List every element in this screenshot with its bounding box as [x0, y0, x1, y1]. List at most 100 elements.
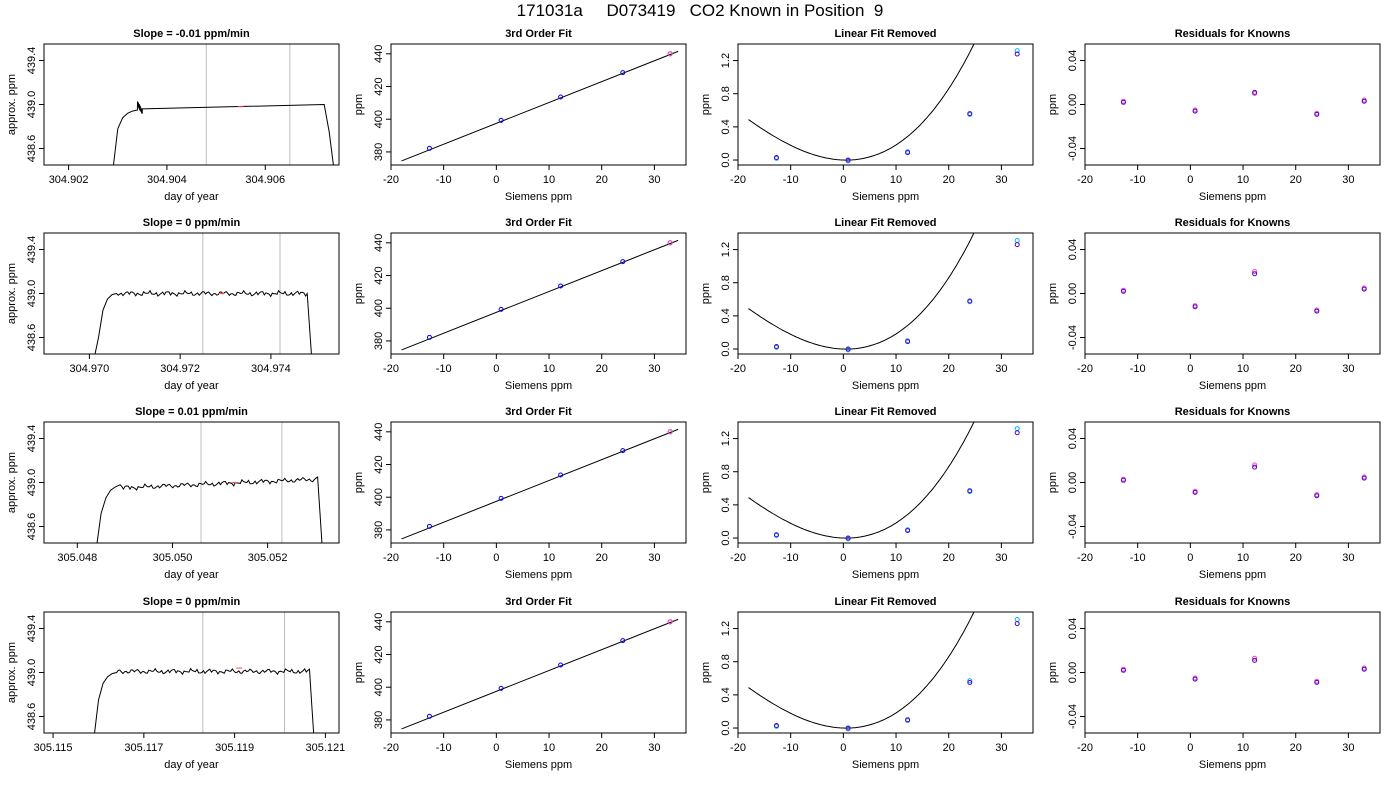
panel-title: Slope = 0 ppm/min	[143, 596, 241, 608]
known-residual-point	[1192, 304, 1198, 310]
standard-point	[498, 117, 504, 123]
residual-point	[1014, 242, 1020, 248]
x-tick-label: -10	[1130, 742, 1146, 754]
y-axis-label: ppm	[1047, 662, 1059, 683]
x-tick-label: 30	[1342, 363, 1354, 375]
plot-frame	[737, 611, 1034, 734]
x-tick-label: 0	[840, 742, 846, 754]
standard-point	[558, 662, 564, 668]
known-residual-point	[1252, 657, 1258, 663]
known-residual-point	[1314, 679, 1320, 685]
plot-frame	[1084, 421, 1381, 544]
x-tick-label: 0	[1187, 363, 1193, 375]
panel-title: Residuals for Knowns	[1175, 596, 1291, 608]
y-tick-label: 400	[373, 488, 385, 506]
x-tick-label: 10	[1237, 742, 1249, 754]
x-tick-label: 20	[596, 742, 608, 754]
y-tick-label: 0.0	[720, 530, 732, 545]
y-axis-label: ppm	[353, 94, 365, 115]
panel-resid-r1: Linear Fit Removed -20 -10 0 10 20 30 0.0 0.4 0.8…	[700, 28, 1034, 203]
y-tick-label: 400	[373, 299, 385, 317]
y-tick-label: 0.0	[720, 720, 732, 735]
x-tick-label: -10	[436, 552, 452, 564]
panel-resid-r3: Linear Fit Removed -20 -10 0 10 20 30 0.0 0.4 0.8…	[700, 406, 1034, 581]
known-residual-point	[1252, 271, 1258, 277]
fit-line	[401, 618, 679, 730]
x-tick-label: 30	[995, 552, 1007, 564]
x-tick-label: 0	[493, 174, 499, 186]
y-tick-label: 0.4	[720, 119, 732, 134]
x-tick-label: 0	[840, 552, 846, 564]
cyan-point	[1014, 426, 1020, 432]
x-tick-label: -20	[1077, 742, 1093, 754]
plot-area	[748, 422, 1020, 542]
known-residual-point	[1252, 89, 1258, 95]
x-tick-label: 305.119	[215, 742, 254, 754]
x-tick-label: -20	[730, 363, 746, 375]
x-tick-label: 0	[1187, 742, 1193, 754]
y-tick-label: -0.04	[1067, 704, 1079, 729]
plot-frame	[390, 43, 687, 166]
y-tick-label: 380	[373, 521, 385, 539]
cyan-point	[1014, 48, 1020, 54]
y-axis-label: ppm	[700, 94, 712, 115]
x-tick-label: 305.115	[34, 742, 73, 754]
residual-point	[967, 488, 973, 494]
known-residual-point	[1192, 489, 1198, 495]
x-tick-label: 20	[596, 174, 608, 186]
residual-point	[905, 717, 911, 723]
x-axis-label: Siemens ppm	[852, 569, 919, 581]
standard-point	[498, 495, 504, 501]
x-tick-label: 30	[1342, 552, 1354, 564]
x-tick-label: 304.970	[70, 363, 110, 375]
residual-point	[845, 535, 851, 541]
x-tick-label: 10	[890, 363, 902, 375]
standard-point	[620, 70, 626, 76]
cubic-curve	[748, 233, 975, 350]
x-tick-label: 10	[543, 552, 555, 564]
plot-area	[401, 239, 679, 351]
y-tick-label: 0.04	[1067, 618, 1079, 639]
x-tick-label: 10	[1237, 174, 1249, 186]
x-tick-label: 20	[1290, 742, 1302, 754]
residual-point	[845, 157, 851, 163]
plot-frame	[1084, 611, 1381, 734]
standard-point	[558, 283, 564, 289]
x-tick-label: 304.904	[147, 174, 187, 186]
cubic-curve	[748, 422, 975, 539]
residual-point	[905, 528, 911, 534]
y-tick-label: 439.0	[26, 659, 38, 687]
x-tick-label: -10	[1130, 552, 1146, 564]
panel-trace-r3: Slope = 0.01 ppm/min 305.048 305.050 305.05…	[6, 406, 340, 581]
known-residual-point	[1120, 288, 1126, 294]
known-residual-point	[1120, 99, 1126, 105]
y-tick-label: 0.00	[1067, 472, 1079, 493]
x-tick-label: 30	[648, 552, 660, 564]
panel-title: Slope = -0.01 ppm/min	[133, 28, 250, 40]
plot-area	[112, 44, 334, 165]
x-tick-label: 30	[995, 742, 1007, 754]
x-tick-label: 10	[543, 174, 555, 186]
standard-point	[426, 145, 432, 151]
y-tick-label: 438.6	[26, 703, 38, 731]
y-tick-label: 0.8	[720, 464, 732, 479]
panel-known-r2: Residuals for Knowns -20 -10 0 10 20 30 -0.04 0.…	[1047, 217, 1381, 392]
known-residual-point	[1120, 477, 1126, 483]
y-tick-label: 0.00	[1067, 662, 1079, 683]
x-tick-label: 20	[943, 742, 955, 754]
y-tick-label: 1.2	[720, 53, 732, 68]
x-tick-label: 20	[1290, 363, 1302, 375]
y-tick-label: 380	[373, 711, 385, 729]
residual-point	[1014, 51, 1020, 57]
y-tick-label: 420	[373, 645, 385, 663]
plot-area	[96, 422, 323, 543]
residual-point	[773, 155, 779, 161]
y-axis-label: ppm	[353, 283, 365, 304]
y-tick-label: 380	[373, 143, 385, 161]
analyzer-trace	[94, 289, 312, 354]
highlight-point	[667, 240, 673, 246]
y-tick-label: 1.2	[720, 431, 732, 446]
y-axis-label: ppm	[700, 472, 712, 493]
y-tick-label: 420	[373, 77, 385, 95]
plot-frame	[390, 611, 687, 734]
